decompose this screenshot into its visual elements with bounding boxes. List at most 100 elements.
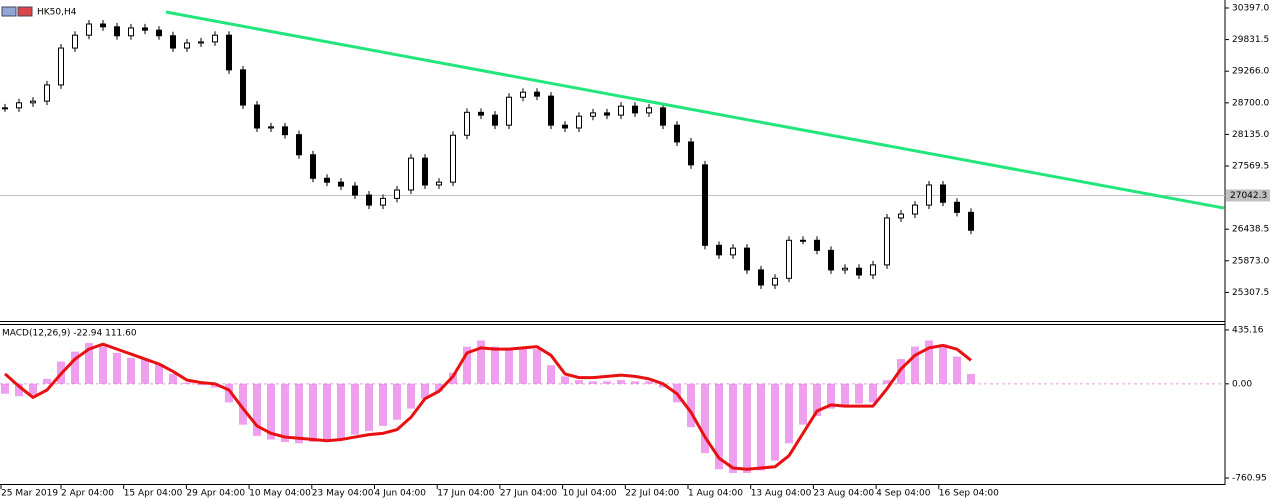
candle-body bbox=[660, 107, 666, 126]
candle-body bbox=[884, 217, 890, 266]
candle-body bbox=[352, 185, 358, 196]
candle-body bbox=[954, 201, 960, 213]
histogram-bar bbox=[505, 349, 513, 384]
candle-body bbox=[324, 177, 330, 183]
histogram-bar bbox=[141, 359, 149, 384]
histogram-bar bbox=[239, 383, 247, 425]
x-tick-label: 29 Apr 04:00 bbox=[186, 489, 245, 499]
histogram-bar bbox=[477, 340, 485, 384]
candle-body bbox=[450, 134, 456, 183]
histogram-bar bbox=[785, 383, 793, 444]
candle-body bbox=[58, 47, 64, 86]
candle-body bbox=[72, 34, 78, 49]
histogram-bar bbox=[351, 383, 359, 435]
candle-body bbox=[758, 269, 764, 286]
histogram-bar bbox=[197, 383, 205, 386]
y-tick-label: 29831.5 bbox=[1232, 35, 1269, 45]
candle-body bbox=[44, 84, 50, 102]
symbol-label: HK50,H4 bbox=[37, 8, 77, 18]
x-tick-label: 16 Sep 04:00 bbox=[939, 489, 999, 499]
x-tick-label: 10 Jul 04:00 bbox=[563, 489, 617, 499]
candle-body bbox=[940, 184, 946, 203]
histogram-bar bbox=[225, 383, 233, 403]
y-tick-label: 28700.0 bbox=[1232, 98, 1269, 108]
histogram-bar bbox=[715, 383, 723, 470]
current-price-label: 27042.3 bbox=[1230, 191, 1267, 201]
candle-body bbox=[282, 126, 288, 136]
histogram-bar bbox=[869, 383, 877, 403]
x-tick-label: 25 Mar 2019 bbox=[1, 489, 58, 499]
candle-body bbox=[632, 105, 638, 114]
histogram-bar bbox=[519, 347, 527, 384]
histogram-bar bbox=[729, 383, 737, 473]
indicator-label: MACD(12,26,9) -22.94 111.60 bbox=[2, 329, 137, 339]
candle-body bbox=[562, 124, 568, 129]
y-tick-label: 0.00 bbox=[1232, 379, 1252, 389]
candle-body bbox=[394, 189, 400, 199]
candle-body bbox=[338, 181, 344, 187]
candle-body bbox=[478, 111, 484, 116]
histogram-bar bbox=[841, 383, 849, 405]
histogram-bar bbox=[43, 378, 51, 384]
histogram-bar bbox=[491, 346, 499, 384]
candle-body bbox=[30, 100, 36, 104]
candle-body bbox=[380, 197, 386, 206]
histogram-bar bbox=[211, 383, 219, 388]
candle-body bbox=[296, 134, 302, 156]
candle-body bbox=[436, 181, 442, 186]
candle-body bbox=[366, 194, 372, 206]
candle-body bbox=[828, 249, 834, 271]
histogram-bar bbox=[547, 365, 555, 384]
candle-body bbox=[646, 107, 652, 114]
candle-body bbox=[156, 29, 162, 37]
y-tick-label: 25873.0 bbox=[1232, 256, 1269, 266]
y-tick-label: 29266.0 bbox=[1232, 67, 1269, 77]
candle-body bbox=[128, 27, 134, 37]
histogram-bar bbox=[533, 349, 541, 384]
histogram-bar bbox=[435, 383, 443, 392]
candle-body bbox=[548, 95, 554, 126]
x-tick-label: 17 Jun 04:00 bbox=[437, 489, 494, 499]
histogram-bar bbox=[827, 383, 835, 409]
candle-body bbox=[408, 157, 414, 191]
candle-body bbox=[772, 277, 778, 286]
candle-body bbox=[814, 239, 820, 251]
y-tick-label: 25307.5 bbox=[1232, 288, 1269, 298]
histogram-bar bbox=[15, 383, 23, 397]
x-tick-label: 4 Jun 04:00 bbox=[375, 489, 427, 499]
histogram-bar bbox=[29, 383, 37, 395]
histogram-bar bbox=[561, 376, 569, 384]
candle-body bbox=[590, 112, 596, 117]
candle-body bbox=[688, 141, 694, 166]
x-tick-label: 22 Jul 04:00 bbox=[625, 489, 679, 499]
histogram-bar bbox=[743, 383, 751, 473]
histogram-bar bbox=[589, 381, 597, 384]
candle-body bbox=[506, 96, 512, 126]
candle-body bbox=[842, 267, 848, 271]
candle-body bbox=[618, 105, 624, 116]
histogram-bar bbox=[757, 383, 765, 471]
x-tick-label: 23 Aug 04:00 bbox=[813, 489, 874, 499]
chart-icon bbox=[1, 6, 17, 17]
histogram-bar bbox=[939, 344, 947, 384]
histogram-bar bbox=[617, 380, 625, 384]
histogram-bar bbox=[701, 383, 709, 454]
x-tick-label: 15 Apr 04:00 bbox=[124, 489, 183, 499]
y-tick-label: 28135.0 bbox=[1232, 130, 1269, 140]
candle-body bbox=[240, 69, 246, 106]
histogram-bar bbox=[281, 383, 289, 443]
candle-body bbox=[198, 41, 204, 44]
candle-body bbox=[968, 211, 974, 231]
candle-body bbox=[86, 23, 92, 36]
candle-body bbox=[702, 164, 708, 246]
candle-body bbox=[674, 124, 680, 143]
histogram-bar bbox=[967, 373, 975, 384]
candle-body bbox=[744, 247, 750, 271]
histogram-bar bbox=[407, 383, 415, 409]
x-tick-label: 13 Aug 04:00 bbox=[751, 489, 812, 499]
candle-body bbox=[730, 247, 736, 256]
histogram-bar bbox=[645, 381, 653, 384]
candle-body bbox=[100, 23, 106, 28]
candle-body bbox=[170, 35, 176, 49]
candle-body bbox=[268, 126, 274, 129]
